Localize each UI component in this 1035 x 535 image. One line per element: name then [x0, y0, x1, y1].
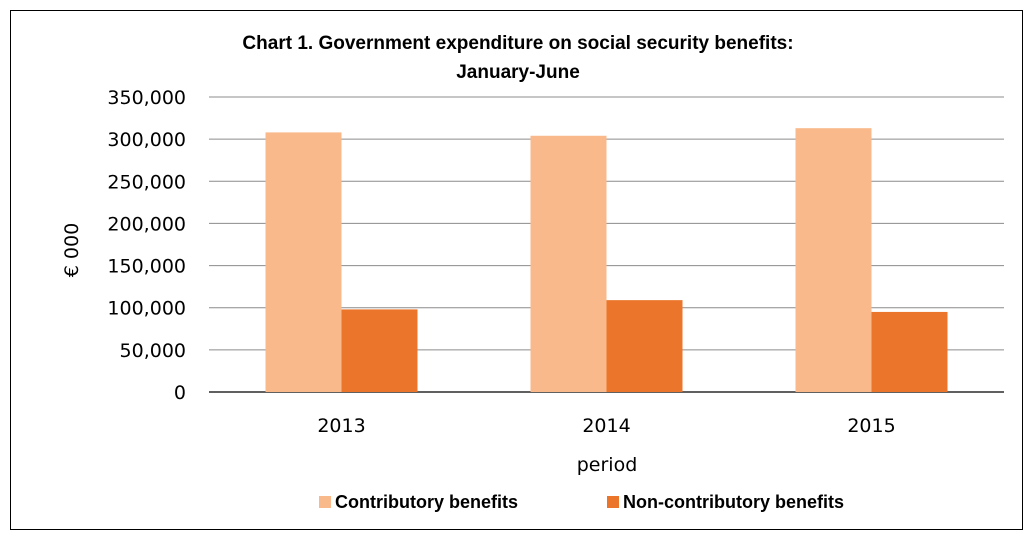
bars [265, 128, 948, 392]
y-axis-label: € 000 [61, 223, 83, 277]
bar-contributory-2014 [530, 135, 607, 392]
bar-contributory-2015 [795, 128, 872, 392]
y-tick-label: 300,000 [107, 129, 186, 151]
y-tick-label: 0 [174, 382, 186, 404]
x-tick-label: 2013 [317, 415, 365, 437]
y-tick-label: 50,000 [120, 340, 186, 362]
bar-non-contributory-2014 [606, 300, 683, 392]
legend-swatch [319, 496, 331, 508]
y-tick-label: 200,000 [107, 213, 186, 235]
x-tick-label: 2014 [582, 415, 630, 437]
y-tick-label: 100,000 [107, 298, 186, 320]
x-axis-label: period [577, 454, 638, 476]
y-tick-label: 350,000 [107, 87, 186, 109]
chart-title-line1: Chart 1. Government expenditure on socia… [242, 33, 793, 54]
x-tick-labels: 2013 2014 2015 [317, 415, 895, 437]
bar-non-contributory-2013 [341, 309, 418, 392]
legend: Contributory benefits Non-contributory be… [319, 492, 844, 512]
x-tick-label: 2015 [847, 415, 895, 437]
legend-label: Contributory benefits [335, 492, 518, 512]
bar-contributory-2013 [265, 132, 342, 392]
legend-label: Non-contributory benefits [623, 492, 844, 512]
bar-non-contributory-2015 [871, 311, 948, 392]
y-tick-label: 250,000 [107, 171, 186, 193]
y-tick-label: 150,000 [107, 256, 186, 278]
y-tick-labels: 0 50,000 100,000 150,000 200,000 250,000 300,0… [107, 87, 186, 404]
chart-title-line2: January-June [456, 62, 580, 83]
legend-swatch [607, 496, 619, 508]
